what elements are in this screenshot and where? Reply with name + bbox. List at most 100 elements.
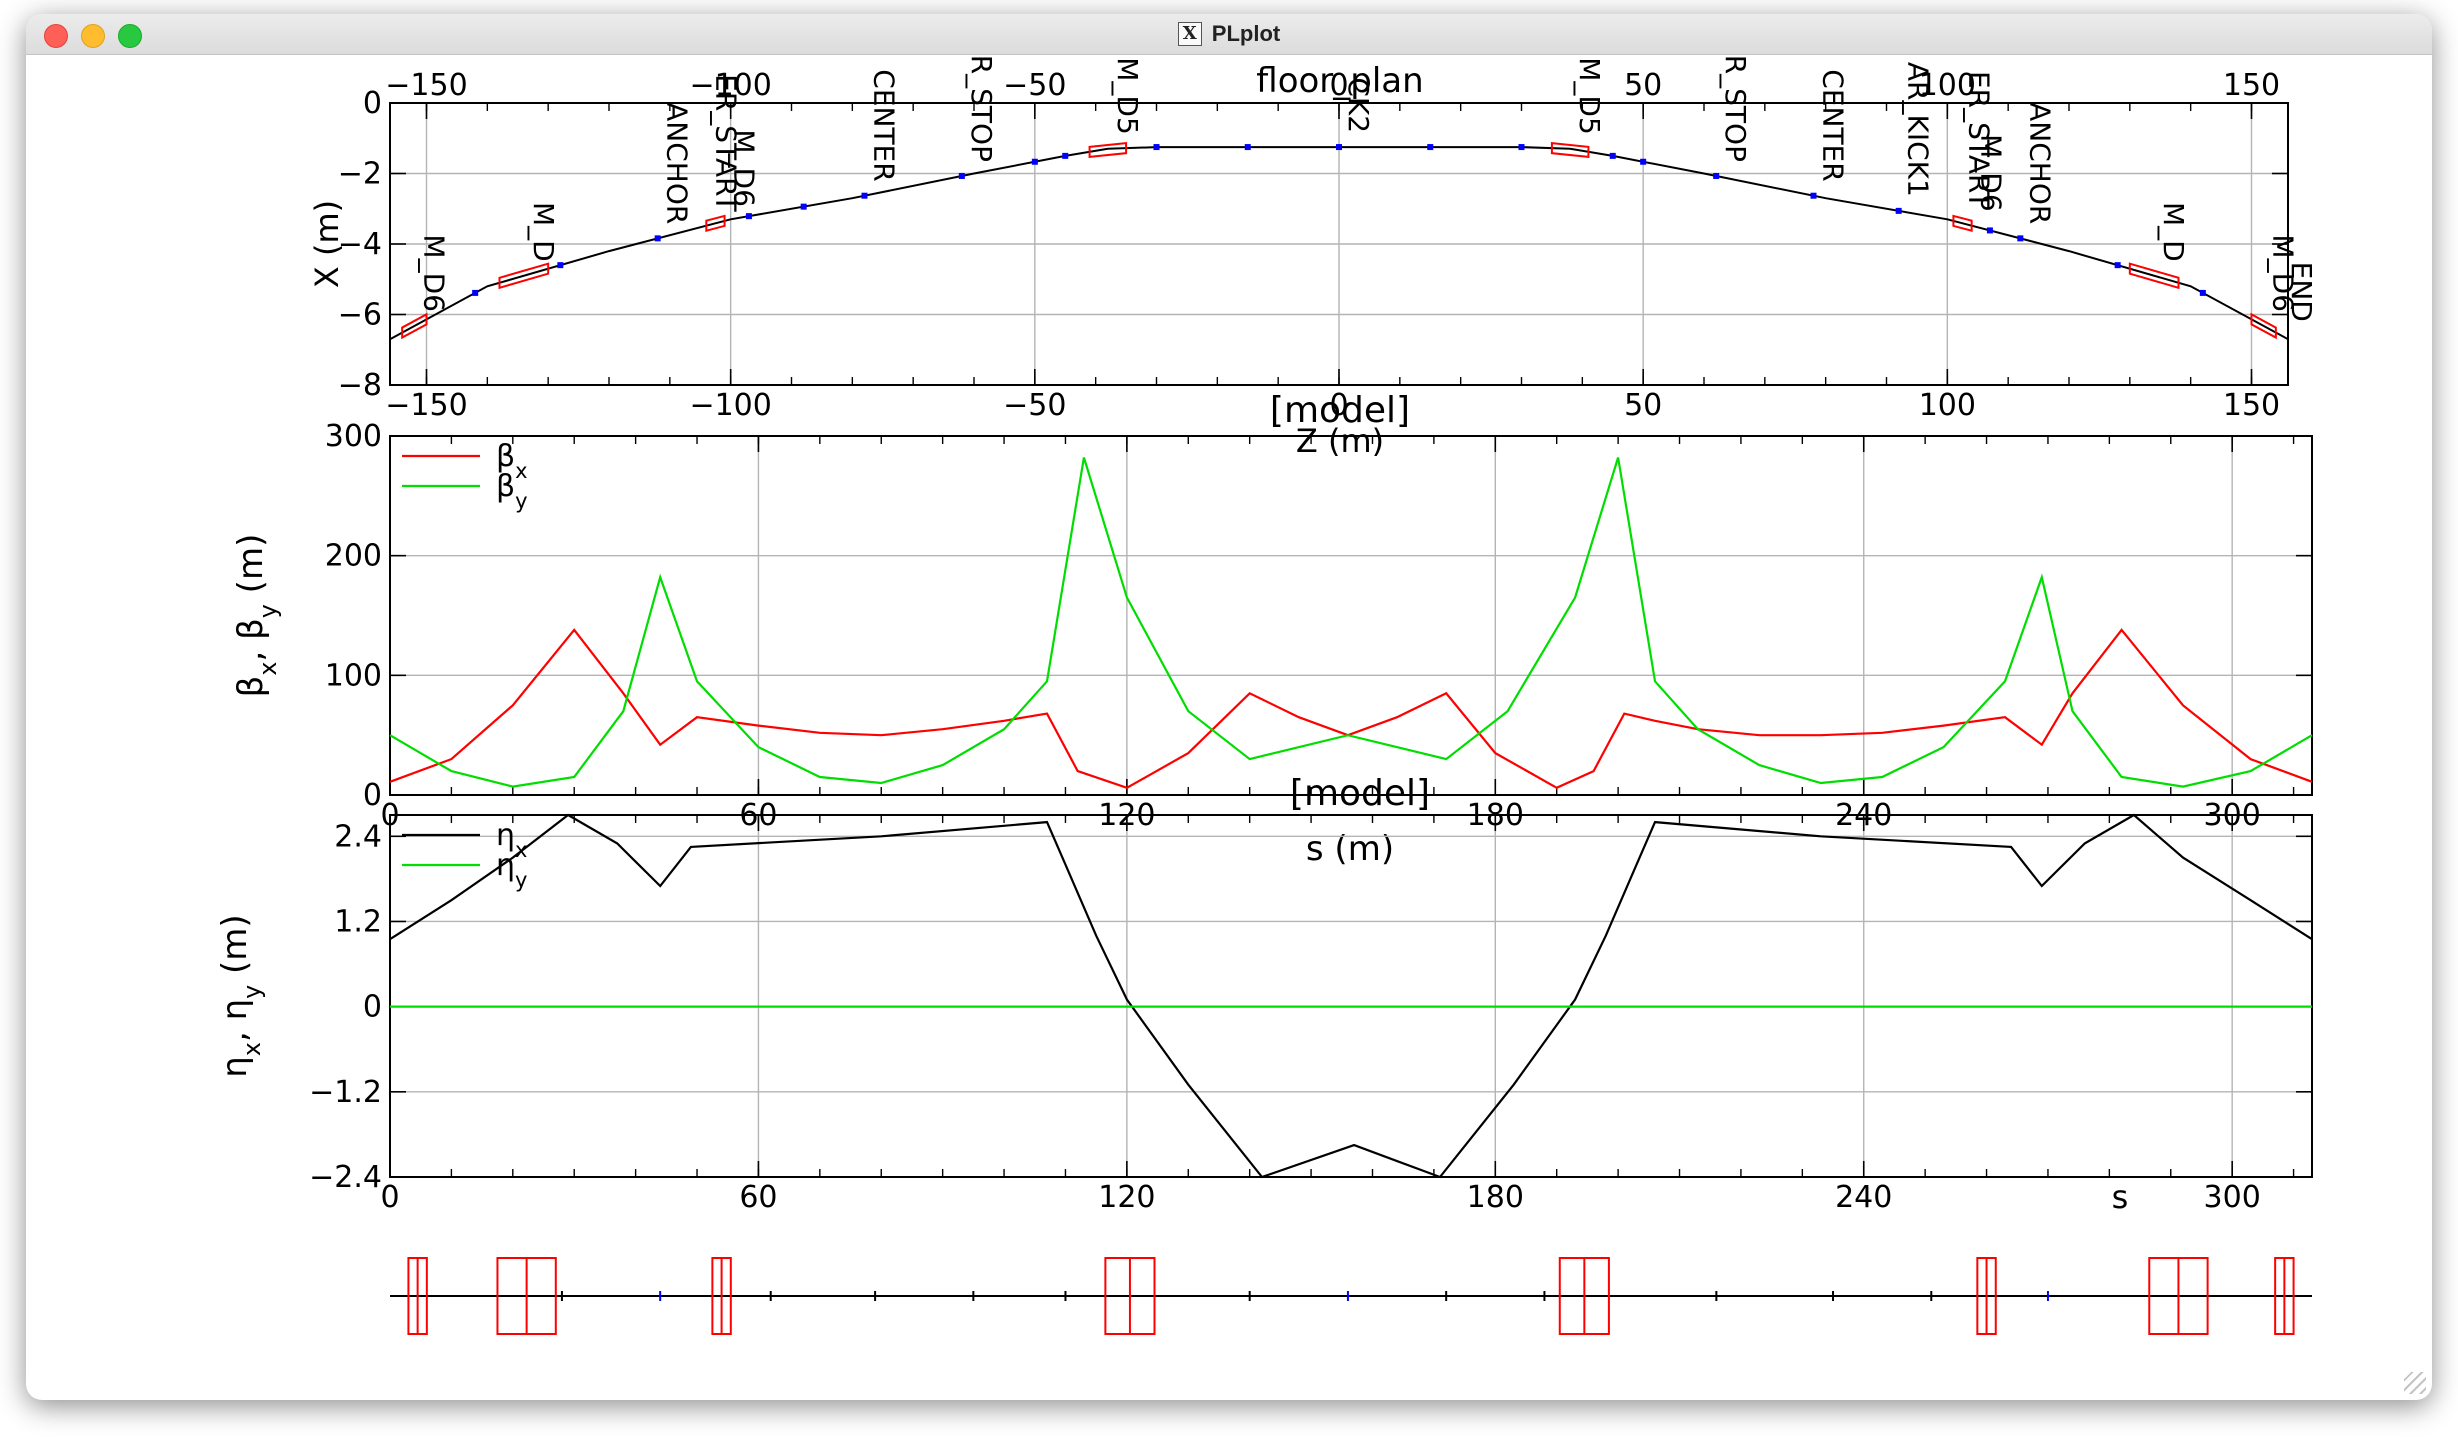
x-tick-label-top: −50 — [1003, 68, 1066, 103]
element-label: CK2 — [1342, 77, 1375, 133]
window-title: PLplot — [1211, 21, 1281, 46]
element-label: M_D — [2157, 202, 2190, 262]
element-label: ER_START — [709, 74, 742, 212]
floorplan-marker — [1153, 144, 1160, 151]
close-button[interactable] — [44, 24, 68, 48]
floorplan-marker — [745, 213, 752, 220]
y-tick-label: 1.2 — [334, 904, 382, 939]
floorplan-magnet — [2250, 312, 2277, 340]
x-tick-label-top: 150 — [2223, 68, 2280, 103]
element-label: AR_KICK1 — [1902, 62, 1935, 197]
x-tick-label: 0 — [1329, 388, 1348, 423]
element-label: M_D5 — [1573, 57, 1606, 135]
floorplan-marker — [1895, 207, 1902, 214]
eta-panel: 0 60 120 180 240 300 2.4 1.2 0 −1.2 −2.4 ηx, ηy (m)… — [215, 813, 2313, 1216]
floorplan-marker — [1062, 152, 1069, 159]
element-label: ANCHOR — [2023, 102, 2056, 224]
maximize-button[interactable] — [118, 24, 142, 48]
floorplan-marker — [800, 203, 807, 210]
y-tick-label: 200 — [325, 539, 382, 574]
x-tick-label: 50 — [1624, 388, 1662, 423]
x-tick-label-top: 0 — [1329, 68, 1348, 103]
legend-label: ηy — [496, 848, 527, 892]
floorplan-marker — [1640, 158, 1647, 165]
x-tick-label: 300 — [2204, 1180, 2261, 1215]
model-label: [model] — [1290, 773, 1430, 814]
y-tick-label: −8 — [338, 368, 382, 403]
series-line-beta-x — [389, 628, 2313, 790]
floorplan-marker — [654, 235, 661, 242]
element-label: R_STOP — [1719, 55, 1752, 162]
y-tick-label: 300 — [325, 419, 382, 454]
floorplan-marker — [2017, 235, 2024, 242]
x-tick-label: 150 — [2223, 388, 2280, 423]
floorplan-marker — [1518, 144, 1525, 151]
element-label: M_D — [527, 202, 560, 262]
floorplan-panel: −150 −150 −100 −100 −50 −50 0 0 50 50 100 100 150 150… — [308, 55, 2318, 460]
x-tick-label-top: 50 — [1624, 68, 1662, 103]
series-line-beta-y — [389, 457, 2313, 788]
chart-title: floor_plan — [1256, 61, 1423, 101]
y-tick-label: −4 — [338, 227, 382, 262]
element-label: ER_START — [1963, 71, 1996, 209]
x-tick-label-top: 100 — [1919, 68, 1976, 103]
x-tick-label-top: −150 — [385, 68, 467, 103]
floorplan-marker — [1986, 227, 1993, 234]
floorplan-marker — [2114, 262, 2121, 269]
x-tick-label: −50 — [1003, 388, 1066, 423]
y-tick-label: −1.2 — [309, 1075, 382, 1110]
element-label: M_D6 — [2267, 234, 2300, 312]
element-label: M_D6 — [1975, 134, 2008, 212]
x-tick-label: 100 — [1919, 388, 1976, 423]
floorplan-marker — [1336, 144, 1342, 151]
element-label: M_D6 — [728, 129, 761, 207]
x-axis-label: s (m) — [1306, 829, 1394, 869]
y-axis-label: ηx, ηy (m) — [215, 914, 266, 1077]
floorplan-marker — [958, 172, 965, 179]
floorplan-magnet — [705, 214, 726, 232]
y-tick-label: 0 — [363, 778, 382, 813]
plot-frame — [389, 814, 2313, 1178]
y-tick-label: 0 — [363, 990, 382, 1025]
series-line-eta-x — [389, 813, 2313, 1179]
floorplan-magnet — [1550, 142, 1590, 158]
plot-frame — [389, 102, 2289, 386]
floorplan-marker — [861, 192, 868, 199]
floorplan-marker — [1713, 172, 1720, 179]
resize-grip[interactable] — [2404, 1372, 2426, 1394]
x11-icon: X — [1177, 22, 1202, 46]
element-label: CENTER — [1817, 69, 1850, 181]
element-label: R_STOP — [965, 55, 998, 162]
y-tick-label: −6 — [338, 298, 382, 333]
floorplan-marker — [472, 289, 479, 296]
plot-frame — [389, 435, 2313, 796]
x-tick-label: 0 — [380, 1180, 399, 1215]
x-axis-label: s — [2112, 1178, 2129, 1216]
element-label: M_D5 — [1111, 57, 1144, 135]
element-label: CENTER — [868, 69, 901, 181]
model-label: [model] — [1270, 390, 1410, 431]
x-tick-label: 240 — [1835, 1180, 1892, 1215]
x-tick-label: −150 — [385, 388, 467, 423]
floorplan-marker — [1031, 158, 1038, 165]
y-tick-label: −2 — [338, 157, 382, 192]
y-tick-label: 100 — [325, 658, 382, 693]
x-tick-label-top: −100 — [689, 68, 771, 103]
x-tick-label: 60 — [739, 1180, 777, 1215]
floorplan-magnet — [1952, 214, 1973, 232]
floorplan-magnet — [1088, 142, 1128, 158]
legend-label: βx — [496, 439, 528, 483]
y-axis-label: X (m) — [308, 200, 346, 288]
title-bar: X PLplot — [26, 14, 2432, 55]
floorplan-magnet — [401, 312, 428, 340]
floorplan-marker — [1810, 192, 1817, 199]
minimize-button[interactable] — [81, 24, 105, 48]
x-tick-label: 180 — [1467, 1180, 1524, 1215]
floorplan-marker — [1427, 144, 1434, 151]
floorplan-magnet — [2128, 262, 2180, 290]
element-label: M_D6 — [417, 234, 450, 312]
x-tick-label: −100 — [689, 388, 771, 423]
element-label: END — [2285, 262, 2318, 322]
x-tick-label: 120 — [1098, 1180, 1155, 1215]
